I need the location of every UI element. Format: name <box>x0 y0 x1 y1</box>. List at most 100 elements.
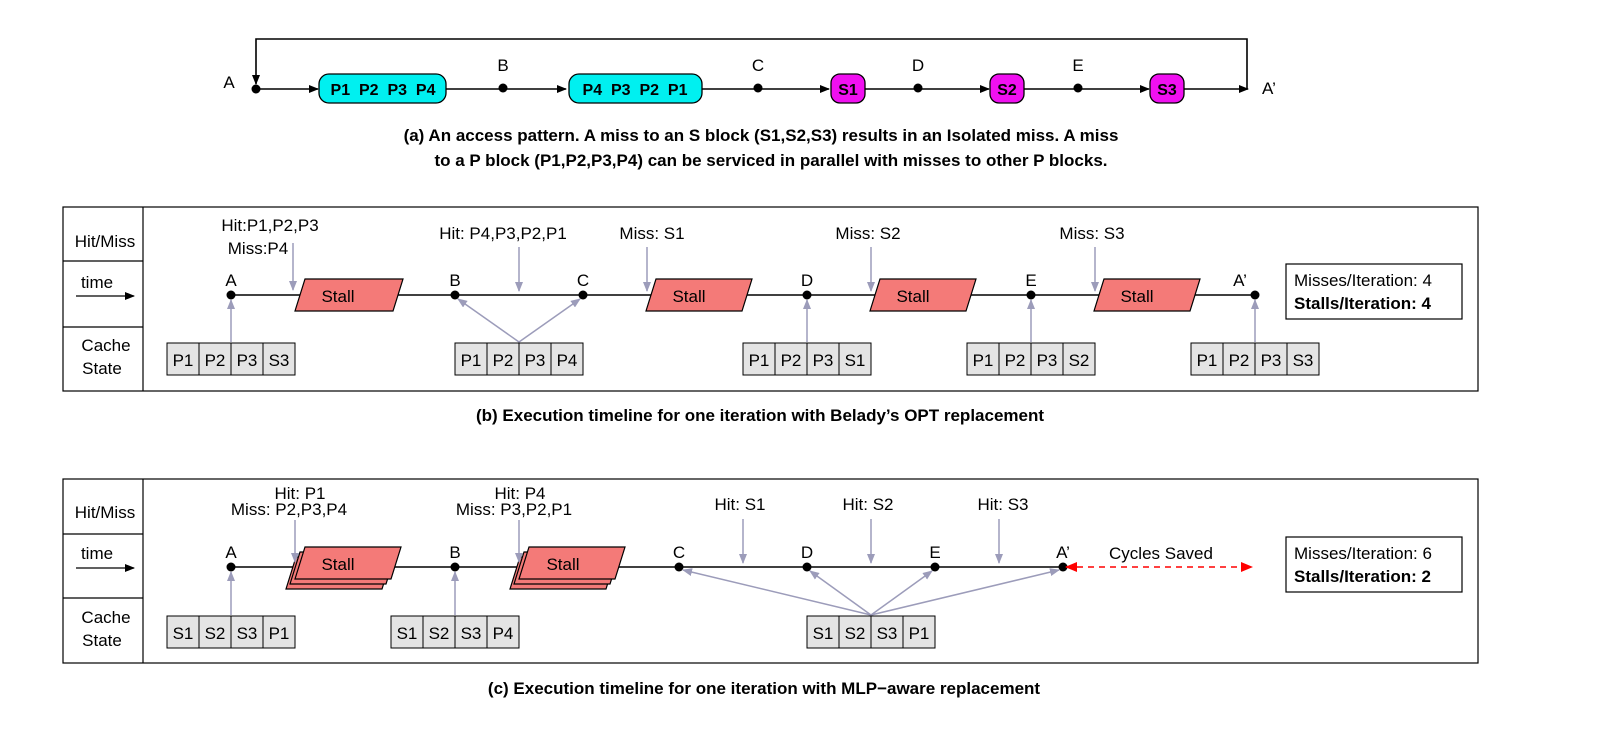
row-label-time: time <box>81 273 113 292</box>
panel-b-opt-timeline: Hit/Miss time Cache State Stall Stall St… <box>62 206 1479 425</box>
stall-stack-a: Stall <box>285 546 402 590</box>
stall-stack-b: Stall <box>509 546 626 590</box>
annotation-c: Miss: S1 <box>619 224 684 243</box>
point-label-d: D <box>801 271 813 290</box>
summary-misses: Misses/Iteration: 6 <box>1294 544 1432 563</box>
summary-stalls: Stalls/Iteration: 4 <box>1294 294 1432 313</box>
cache-cell: P4 <box>557 351 578 370</box>
point-label-b: B <box>497 56 508 75</box>
s-block-s2 <box>989 73 1025 104</box>
cache-cell: P3 <box>813 351 834 370</box>
cache-cell: S3 <box>1293 351 1314 370</box>
cache-cell: P1 <box>973 351 994 370</box>
annotation-a-miss: Miss: P2,P3,P4 <box>231 500 347 519</box>
annotation-b: Hit: P4,P3,P2,P1 <box>439 224 567 243</box>
cache-cell: S1 <box>173 624 194 643</box>
stall-label: Stall <box>672 287 705 306</box>
cache-cell: S2 <box>205 624 226 643</box>
stall-label: Stall <box>1120 287 1153 306</box>
row-label-cache: Cache <box>81 336 130 355</box>
cache-cell: S1 <box>397 624 418 643</box>
cache-cell: P2 <box>1005 351 1026 370</box>
annotation-d: Hit: S2 <box>842 495 893 514</box>
stall-label: Stall <box>546 555 579 574</box>
stall-block <box>1093 278 1201 312</box>
point-dot <box>1250 290 1260 300</box>
cache-arrow <box>518 298 581 343</box>
row-label-cache: Cache <box>81 608 130 627</box>
cache-cell: P2 <box>1229 351 1250 370</box>
point-label-c: C <box>577 271 589 290</box>
stall-label: Stall <box>896 287 929 306</box>
annotation-e: Hit: S3 <box>977 495 1028 514</box>
point-dot <box>450 290 460 300</box>
cache-arrow <box>870 570 933 616</box>
summary-box-b <box>1285 263 1463 320</box>
point-label-a: A <box>223 73 235 92</box>
point-dot <box>674 562 684 572</box>
caption-a-line1: (a) An access pattern. A miss to an S bl… <box>404 126 1119 145</box>
annotation-a-miss: Miss:P4 <box>228 239 288 258</box>
cache-state-c1: S1 S2 S3 P1 <box>166 615 296 649</box>
annotation-e: Miss: S3 <box>1059 224 1124 243</box>
cache-cell: P1 <box>461 351 482 370</box>
point-label-d: D <box>912 56 924 75</box>
s-block-s1-label: S1 <box>838 82 858 99</box>
row-label-state: State <box>82 359 122 378</box>
cache-arrow <box>457 298 520 343</box>
point-dot <box>578 290 588 300</box>
annotation-b-miss: Miss: P3,P2,P1 <box>456 500 572 519</box>
cache-cell: P4 <box>493 624 514 643</box>
cache-cell: S3 <box>877 624 898 643</box>
point-dot <box>802 290 812 300</box>
point-dot <box>226 562 236 572</box>
panel-b-frame <box>62 206 1479 392</box>
point-label-c: C <box>673 543 685 562</box>
stall-block <box>645 278 753 312</box>
s-block-s1 <box>830 73 866 104</box>
cache-state-c2: S1 S2 S3 P4 <box>390 615 520 649</box>
cache-cell: S2 <box>1069 351 1090 370</box>
annotation-c: Hit: S1 <box>714 495 765 514</box>
loop-back-arrow <box>252 38 1248 89</box>
cache-cell: P1 <box>173 351 194 370</box>
row-label-hitmiss: Hit/Miss <box>75 232 135 251</box>
point-dot <box>753 83 763 93</box>
s-block-s3-label: S3 <box>1157 82 1177 99</box>
panel-c-mlp-timeline: Hit/Miss time Cache State Stall Stall A <box>62 478 1479 698</box>
cache-state-b4: P1 P2 P3 S2 <box>966 342 1096 376</box>
point-label-a-prime: A’ <box>1262 79 1276 98</box>
row-label-hitmiss: Hit/Miss <box>75 503 135 522</box>
stall-block <box>294 278 404 312</box>
p-block-group-2-label: P4 P3 P2 P1 <box>583 82 688 99</box>
point-dot <box>251 84 261 94</box>
point-dot <box>802 562 812 572</box>
annotation-a: Hit:P1,P2,P3 <box>221 216 318 235</box>
cache-arrow <box>682 568 872 616</box>
cache-cell: P1 <box>269 624 290 643</box>
cache-cell: P3 <box>1037 351 1058 370</box>
cache-arrow <box>870 568 1060 616</box>
stall-block <box>869 278 977 312</box>
annotation-a-hit: Hit: P1 <box>274 484 325 503</box>
cache-cell: S2 <box>845 624 866 643</box>
point-label-b: B <box>449 271 460 290</box>
cache-state-c3: S1 S2 S3 P1 <box>806 615 936 649</box>
panel-a-access-pattern: A B C D E A’ P1 P2 P3 P4 P4 P3 P2 P1 S1 … <box>223 38 1276 170</box>
stall-label: Stall <box>321 555 354 574</box>
point-label-e: E <box>929 543 940 562</box>
point-dot <box>1026 290 1036 300</box>
point-label-a: A <box>225 543 237 562</box>
point-dot <box>498 83 508 93</box>
annotation-d: Miss: S2 <box>835 224 900 243</box>
cache-state-b5: P1 P2 P3 S3 <box>1190 342 1320 376</box>
s-block-s2-label: S2 <box>997 82 1017 99</box>
p-block-group-1 <box>318 73 447 104</box>
p-block-group-2 <box>568 73 703 104</box>
cache-cell: S1 <box>813 624 834 643</box>
point-label-a: A <box>225 271 237 290</box>
point-dot <box>450 562 460 572</box>
row-label-state: State <box>82 631 122 650</box>
cache-cell: P3 <box>237 351 258 370</box>
